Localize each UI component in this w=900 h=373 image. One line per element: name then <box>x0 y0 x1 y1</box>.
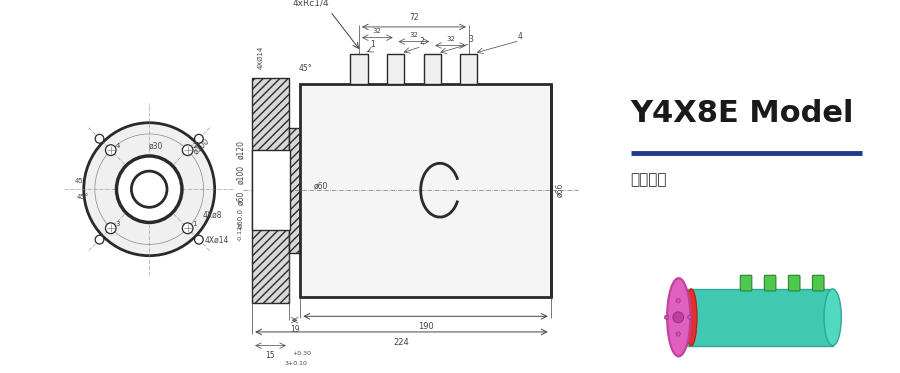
Text: 4Xø8: 4Xø8 <box>202 211 221 220</box>
Circle shape <box>183 223 193 233</box>
Text: 15: 15 <box>266 351 275 360</box>
Text: -0.12: -0.12 <box>238 225 243 241</box>
Circle shape <box>105 223 116 233</box>
Text: 190: 190 <box>418 322 434 331</box>
FancyBboxPatch shape <box>741 275 751 291</box>
Bar <box>424 54 441 84</box>
Ellipse shape <box>686 289 697 346</box>
Bar <box>252 150 290 230</box>
Text: 72: 72 <box>410 13 418 22</box>
Text: 4: 4 <box>518 32 522 41</box>
Bar <box>460 54 478 84</box>
Text: 法兰连接: 法兰连接 <box>631 172 667 187</box>
Circle shape <box>688 315 692 319</box>
Circle shape <box>194 235 203 244</box>
Ellipse shape <box>675 289 692 346</box>
Text: 4XØ14: 4XØ14 <box>258 46 264 69</box>
Text: 4xRc1/4: 4xRc1/4 <box>292 0 329 8</box>
Ellipse shape <box>824 289 842 346</box>
Bar <box>301 84 551 297</box>
Circle shape <box>95 134 104 143</box>
Circle shape <box>105 145 116 156</box>
Text: 2: 2 <box>419 37 424 47</box>
Ellipse shape <box>667 278 690 356</box>
Text: +0.30: +0.30 <box>292 351 311 356</box>
Text: 2: 2 <box>193 143 197 149</box>
Text: 1: 1 <box>370 40 375 49</box>
Bar <box>252 78 289 303</box>
Text: 45°: 45° <box>75 178 87 184</box>
Text: 3: 3 <box>115 221 120 228</box>
Circle shape <box>673 312 683 323</box>
Circle shape <box>676 332 680 336</box>
Circle shape <box>95 235 104 244</box>
Bar <box>683 289 832 346</box>
Circle shape <box>131 171 167 207</box>
Text: ø60: ø60 <box>314 182 328 191</box>
Text: 45°: 45° <box>298 64 312 73</box>
Text: 3: 3 <box>468 35 473 44</box>
Text: ø30: ø30 <box>149 142 164 151</box>
FancyBboxPatch shape <box>813 275 824 291</box>
Text: 1: 1 <box>193 221 197 228</box>
Text: 4: 4 <box>115 143 120 149</box>
FancyBboxPatch shape <box>764 275 776 291</box>
Text: 32: 32 <box>410 32 418 38</box>
Circle shape <box>194 134 203 143</box>
Text: ø60.0: ø60.0 <box>238 207 244 228</box>
Text: 32: 32 <box>373 28 382 34</box>
Text: 19: 19 <box>290 325 300 334</box>
Circle shape <box>676 298 680 303</box>
Text: Y4X8E Model: Y4X8E Model <box>631 100 854 128</box>
Circle shape <box>183 145 193 156</box>
FancyBboxPatch shape <box>788 275 800 291</box>
Text: 32: 32 <box>446 35 455 41</box>
Text: 224: 224 <box>393 338 410 347</box>
Text: ø100: ø100 <box>236 165 245 184</box>
Text: ø60: ø60 <box>236 191 245 205</box>
Circle shape <box>116 156 182 222</box>
Text: 4Xø14: 4Xø14 <box>205 236 230 245</box>
Text: ø120: ø120 <box>236 140 245 159</box>
Text: ø66: ø66 <box>556 183 565 197</box>
Text: ø100: ø100 <box>192 136 211 156</box>
Text: 45°: 45° <box>76 194 89 200</box>
Bar <box>387 54 404 84</box>
Text: 3+0.10: 3+0.10 <box>285 361 308 366</box>
Circle shape <box>664 315 669 319</box>
Bar <box>350 54 368 84</box>
Bar <box>289 128 301 253</box>
Circle shape <box>84 123 215 256</box>
